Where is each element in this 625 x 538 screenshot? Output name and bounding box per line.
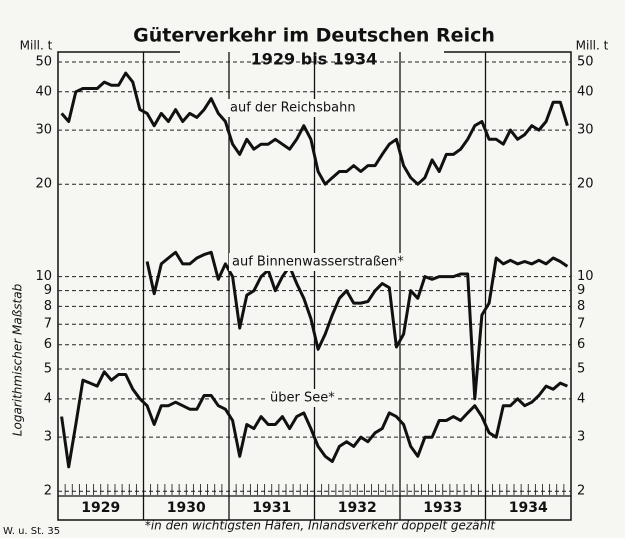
source: W. u. St. 35 (3, 526, 60, 537)
series-label: auf der Reichsbahn (230, 101, 356, 116)
year-label: 1932 (338, 500, 377, 516)
y-tick-label: 10 (35, 269, 52, 284)
y-tick-label: 7 (44, 317, 52, 332)
y-tick-label-right: 4 (577, 391, 585, 406)
y-tick-label-right: 50 (577, 55, 594, 70)
y-tick-label: 5 (44, 362, 52, 377)
y-tick-label-right: 8 (577, 299, 585, 314)
y-tick-label: 40 (35, 84, 52, 99)
series-line (145, 250, 569, 401)
y-tick-label: 8 (44, 299, 52, 314)
series-label: über See* (270, 391, 335, 406)
y-tick-label: 3 (44, 430, 52, 445)
series-label-backdrop (227, 99, 363, 117)
y-unit-right: Mill. t (576, 39, 609, 53)
year-label: 1930 (167, 500, 206, 516)
y-tick-label-right: 40 (577, 84, 594, 99)
y-tick-label-right: 3 (577, 430, 585, 445)
year-label: 1931 (252, 500, 291, 516)
y-tick-label-right: 20 (577, 177, 594, 192)
y-tick-label: 9 (44, 283, 52, 298)
y-tick-label-right: 5 (577, 362, 585, 377)
title-backdrop (180, 48, 444, 70)
y-tick-label: 2 (44, 484, 52, 499)
year-label: 1933 (423, 500, 462, 516)
y-axis-label: Logarithmischer Maßstab (11, 283, 25, 436)
footnote: *in den wichtigsten Häfen, Inlandsverkeh… (145, 519, 497, 533)
y-tick-label: 4 (44, 391, 52, 406)
y-tick-label-right: 10 (577, 269, 594, 284)
y-tick-label: 50 (35, 55, 52, 70)
year-label: 1934 (509, 500, 548, 516)
y-tick-label: 6 (44, 337, 52, 352)
series-label-backdrop (267, 389, 338, 407)
y-tick-label-right: 7 (577, 317, 585, 332)
y-unit-left: Mill. t (20, 39, 53, 53)
series-label: auf Binnenwasserstraßen* (232, 255, 404, 270)
y-tick-label: 20 (35, 177, 52, 192)
y-tick-label-right: 9 (577, 283, 585, 298)
y-tick-label-right: 30 (577, 123, 594, 138)
series-line (60, 370, 568, 469)
year-label: 1929 (81, 500, 120, 516)
chart-title: Güterverkehr im Deutschen Reich (133, 25, 495, 47)
series-line (60, 71, 569, 186)
y-tick-label: 30 (35, 123, 52, 138)
series-label-backdrop (229, 253, 408, 271)
y-tick-label-right: 6 (577, 337, 585, 352)
y-tick-label-right: 2 (577, 484, 585, 499)
